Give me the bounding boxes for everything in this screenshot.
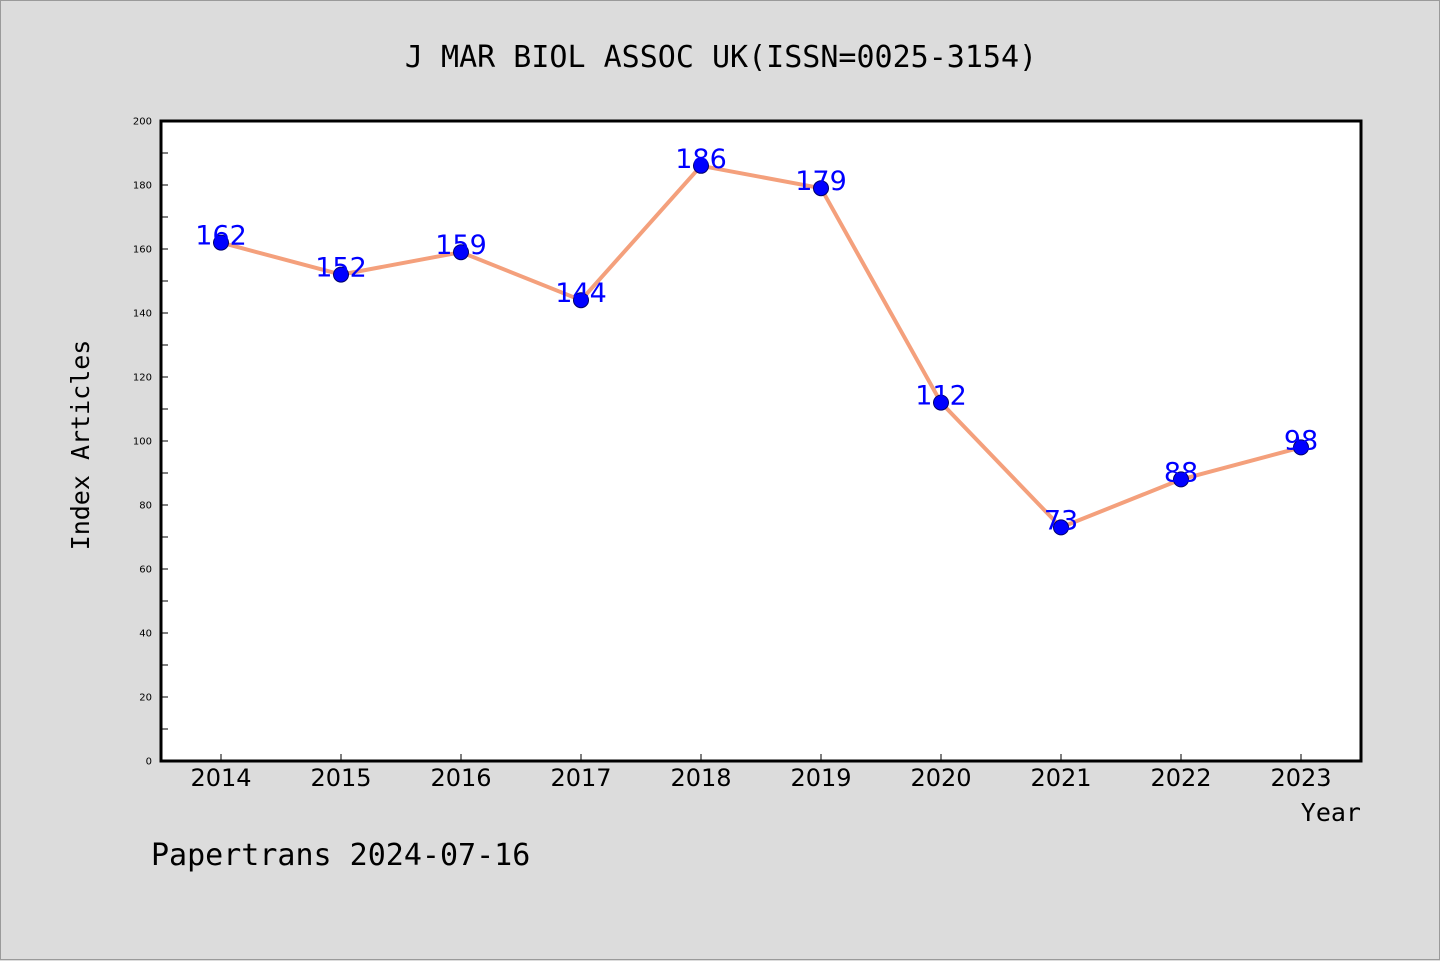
y-tick-label: 140 <box>133 309 152 320</box>
data-point <box>1053 519 1069 536</box>
x-tick-label: 2015 <box>310 764 371 792</box>
y-tick-label: 160 <box>133 245 152 256</box>
data-label: 73 <box>1044 505 1078 536</box>
data-point <box>1173 471 1189 488</box>
y-tick-label: 80 <box>139 501 152 512</box>
y-tick-label: 100 <box>133 437 152 448</box>
data-point <box>1293 439 1309 456</box>
data-label: 112 <box>915 381 967 412</box>
series-line <box>219 163 1303 530</box>
plot-border <box>159 119 1363 763</box>
data-label: 98 <box>1284 425 1318 456</box>
y-tick-label: 40 <box>139 629 152 640</box>
y-tick-label: 0 <box>146 757 152 768</box>
x-tick-label: 2022 <box>1150 764 1211 792</box>
y-tick-label: 200 <box>133 117 152 128</box>
data-label: 186 <box>675 144 727 175</box>
x-tick-label: 2020 <box>910 764 971 792</box>
data-point <box>213 234 229 251</box>
data-point <box>933 394 949 411</box>
data-point <box>573 292 589 309</box>
data-labels: 162 152 159 144 186 179 112 73 88 98 <box>195 144 1318 537</box>
data-point <box>813 180 829 197</box>
data-point <box>693 157 709 174</box>
data-point <box>333 266 349 283</box>
data-label: 152 <box>315 253 367 284</box>
y-tick-label: 60 <box>139 565 152 576</box>
chart-title: J MAR BIOL ASSOC UK(ISSN=0025-3154) <box>405 40 1037 75</box>
plot-area <box>161 121 1361 761</box>
data-label: 88 <box>1164 457 1198 488</box>
x-tick-label: 2023 <box>1270 764 1331 792</box>
x-tick-label: 2014 <box>190 764 251 792</box>
series-layer <box>213 157 1309 536</box>
x-axis-label: Year <box>1301 798 1361 827</box>
watermark-text: Papertrans 2024-07-16 <box>151 838 530 873</box>
data-point <box>453 244 469 261</box>
x-tick-label: 2021 <box>1030 764 1091 792</box>
x-axis-ticks: 2014 2015 2016 2017 2018 2019 2020 2021 2022 2023 <box>190 754 1332 792</box>
y-axis-label: Index Articles <box>66 340 95 551</box>
y-tick-label: 180 <box>133 181 152 192</box>
x-tick-label: 2018 <box>670 764 731 792</box>
data-label: 162 <box>195 221 247 252</box>
y-tick-label: 20 <box>139 693 152 704</box>
y-tick-label: 120 <box>133 373 152 384</box>
x-tick-label: 2016 <box>430 764 491 792</box>
y-axis-ticks: 0 20 40 60 80 100 120 140 160 180 200 <box>133 117 168 768</box>
x-tick-label: 2019 <box>790 764 851 792</box>
x-tick-label: 2017 <box>550 764 611 792</box>
data-label: 179 <box>795 166 847 197</box>
data-label: 159 <box>435 230 487 261</box>
data-label: 144 <box>555 278 607 309</box>
